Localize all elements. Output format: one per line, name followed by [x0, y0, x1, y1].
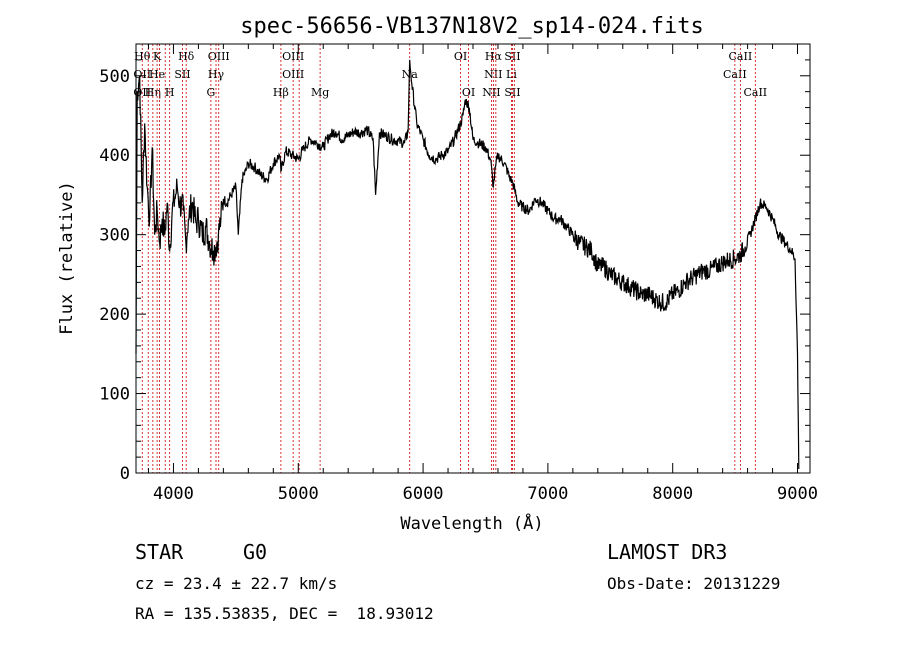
x-tick-label: 7000 [527, 484, 568, 504]
spectral-line-label: Hδ [178, 50, 195, 63]
x-tick-label: 5000 [278, 484, 319, 504]
spectral-line-label: OIII [282, 68, 304, 81]
spectral-line-label: Li [506, 68, 517, 81]
obs-date-text: Obs-Date: 20131229 [607, 574, 781, 593]
spectral-line-label: He [149, 68, 165, 81]
spectral-line-label: OII [133, 68, 151, 81]
y-tick-label: 500 [99, 67, 130, 87]
spectral-line-label: OIII [282, 50, 304, 63]
x-tick-label: 6000 [403, 484, 444, 504]
spectral-line-label: OI [454, 50, 467, 63]
axis-ticks: 4000 5000 6000 7000 8000 9000 0 100 200 300 400 500 [99, 44, 818, 504]
spectral-line-label: OI [462, 86, 475, 99]
x-tick-label: 9000 [777, 484, 818, 504]
spectral-line-label: H [165, 86, 175, 99]
plot-frame [135, 43, 811, 474]
spectral-line-label: Mg [311, 86, 329, 99]
spectral-line-label: K [153, 50, 162, 63]
x-tick-label: 4000 [153, 484, 194, 504]
x-axis-label: Wavelength (Å) [400, 512, 543, 534]
spectral-lines-layer: HθOIIOIIHηKHeHSIIHδGHγOIIIHβOIIIOIIIMgNa… [133, 44, 767, 473]
chart-title: spec-56656-VB137N18V2_sp14-024.fits [240, 14, 704, 39]
spectral-line-label: Hγ [208, 68, 225, 81]
spectral-line-label: CaII [729, 50, 753, 63]
x-tick-label: 8000 [652, 484, 693, 504]
spectral-line-label: NII [482, 86, 500, 99]
spectral-line-label: OIII [208, 50, 230, 63]
spectral-line-label: CaII [743, 86, 767, 99]
spectral-line-label: Hη [145, 86, 161, 99]
spectral-line-label: SII [504, 86, 520, 99]
y-axis-label: Flux (relative) [57, 181, 77, 335]
spectral-line-label: Hα [485, 50, 503, 63]
spectral-line-label: NII [484, 68, 502, 81]
y-tick-label: 100 [99, 385, 130, 405]
y-tick-label: 300 [99, 226, 130, 246]
spectral-line-label: CaII [723, 68, 747, 81]
object-subclass: G0 [243, 540, 268, 564]
y-tick-label: 400 [99, 146, 130, 166]
spectral-line-label: SII [174, 68, 190, 81]
survey-label: LAMOST DR3 [607, 540, 728, 564]
spectral-line-label: G [206, 86, 215, 99]
redshift-text: cz = 23.4 ± 22.7 km/s [135, 574, 338, 593]
y-tick-label: 0 [120, 464, 130, 484]
spectral-line-label: Hβ [273, 86, 289, 99]
object-class: STAR [135, 540, 184, 564]
spectral-line-label: SII [504, 50, 520, 63]
coordinates-text: RA = 135.53835, DEC = 18.93012 [135, 604, 434, 623]
y-tick-label: 200 [99, 305, 130, 325]
spectrum-line [135, 59, 800, 470]
